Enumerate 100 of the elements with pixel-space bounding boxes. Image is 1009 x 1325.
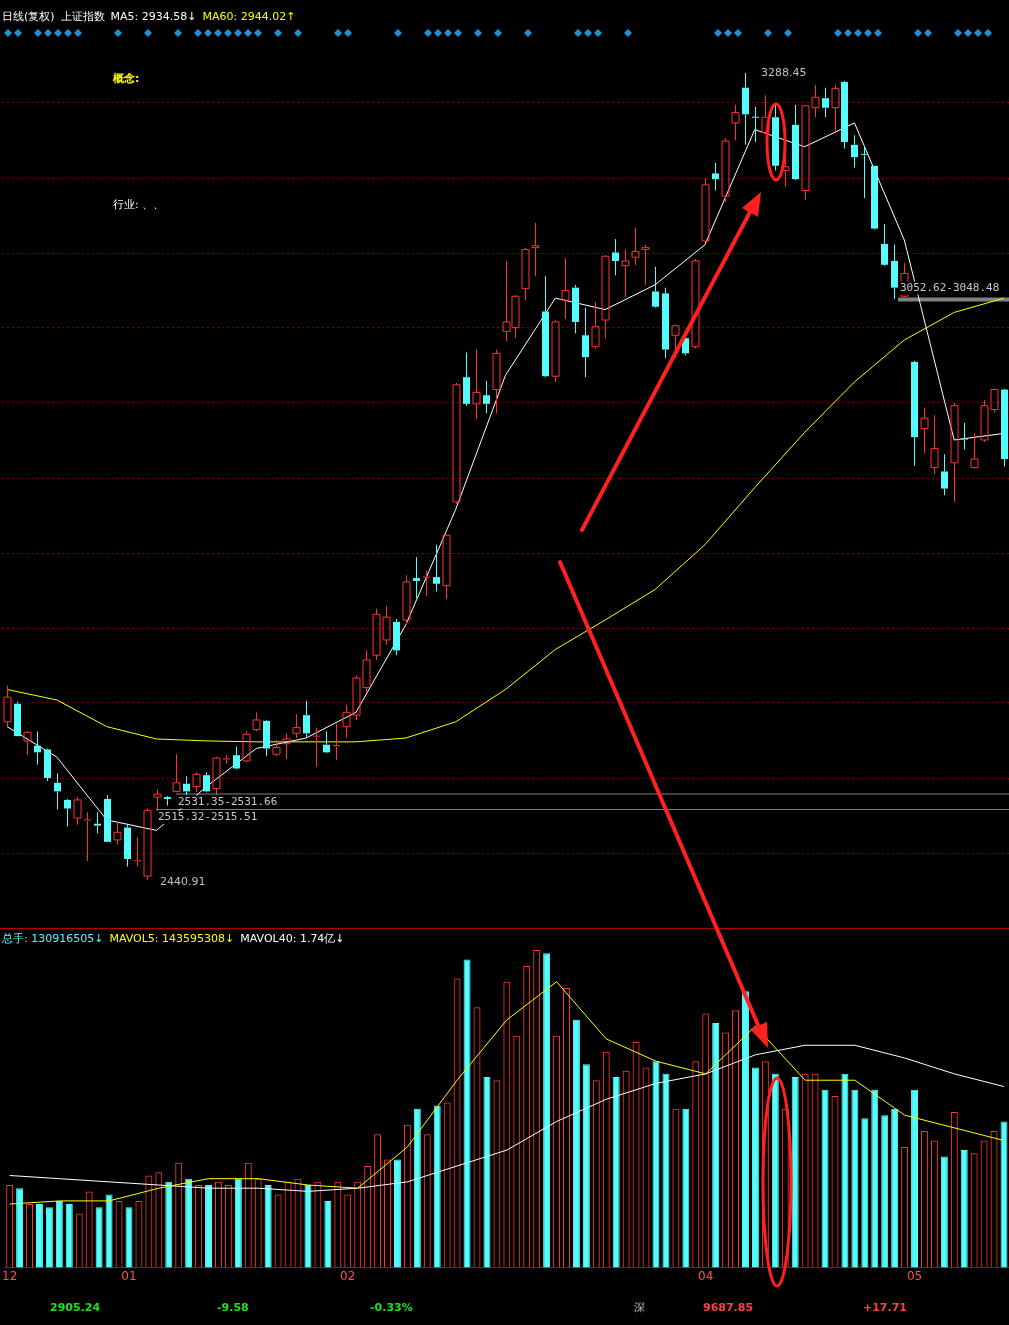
text: MA60: 2944.02↑	[202, 10, 296, 23]
x-tick-label: 12	[2, 1268, 18, 1283]
candlestick	[521, 247, 530, 301]
text: MAVOL40: 1.74亿↓	[240, 932, 345, 945]
candlestick	[14, 701, 21, 737]
bar	[36, 1204, 43, 1268]
candlestick	[742, 72, 749, 146]
bar	[105, 1194, 113, 1268]
candlestick	[203, 771, 210, 792]
bar	[543, 953, 551, 1268]
bar	[185, 1178, 193, 1268]
candlestick	[393, 618, 400, 656]
bar	[45, 1207, 53, 1268]
candlestick	[860, 145, 869, 199]
candlestick	[652, 266, 659, 307]
bar	[125, 1207, 133, 1268]
candlestick	[164, 797, 171, 807]
candlestick	[323, 730, 330, 753]
bar	[662, 1073, 670, 1268]
candlestick	[113, 821, 122, 846]
candlestick	[433, 544, 440, 592]
band-label: 2515.32-2515.51	[158, 810, 258, 824]
bar	[771, 1073, 779, 1268]
text: 日线(复权)	[2, 10, 55, 23]
bar	[572, 1019, 580, 1268]
candlestick	[303, 700, 310, 739]
bar	[940, 1156, 948, 1268]
candlestick	[23, 731, 32, 756]
text: -9.58	[217, 1301, 249, 1314]
text: MAVOL5: 143595308↓	[109, 932, 235, 945]
candlestick	[582, 307, 589, 378]
bar	[881, 1115, 889, 1268]
candlestick	[312, 727, 321, 768]
bar	[911, 1089, 919, 1268]
band-label: 3052.62-3048.48	[900, 280, 1000, 294]
bar	[393, 1159, 401, 1268]
candlestick	[712, 162, 719, 192]
candlestick	[601, 255, 610, 339]
candlestick	[891, 244, 898, 300]
candlestick	[442, 534, 451, 600]
candlestick	[960, 422, 969, 451]
candlestick	[332, 723, 341, 761]
bar	[751, 1067, 759, 1268]
text: 总手: 130916505↓	[2, 932, 104, 945]
candlestick	[542, 275, 549, 377]
candlestick	[282, 732, 291, 760]
candlestick	[772, 104, 779, 172]
bar	[55, 1200, 63, 1268]
x-tick-label: 01	[121, 1268, 137, 1283]
candlestick	[662, 287, 669, 359]
bar	[871, 1089, 879, 1268]
annotation: 行业: 、、	[113, 198, 165, 211]
candlestick	[94, 811, 101, 834]
candlestick	[472, 349, 481, 420]
candlestick	[153, 788, 162, 812]
x-tick-label: 04	[698, 1268, 714, 1283]
candlestick	[572, 284, 579, 334]
candlestick	[792, 104, 799, 180]
candlestick	[761, 94, 770, 133]
bar	[16, 1188, 24, 1268]
candlestick	[483, 380, 490, 414]
bar	[791, 1077, 799, 1268]
text: +17.71	[863, 1301, 908, 1314]
text: -0.33%	[370, 1301, 413, 1314]
candlestick	[621, 249, 630, 298]
x-tick-label: 02	[340, 1268, 356, 1283]
candlestick	[183, 775, 190, 796]
candlestick	[781, 156, 790, 188]
text: 深	[634, 1301, 645, 1314]
candlestick	[871, 165, 878, 229]
candlestick	[463, 351, 470, 407]
candlestick	[641, 244, 650, 286]
candlestick	[402, 574, 411, 626]
candlestick	[851, 134, 858, 169]
text: 2905.24	[50, 1301, 101, 1314]
bar	[851, 1089, 859, 1268]
bar	[205, 1185, 212, 1268]
annotation: 3288.45	[761, 66, 807, 79]
candlestick	[124, 823, 131, 868]
bar	[1000, 1121, 1008, 1268]
bar	[612, 1077, 620, 1268]
candlestick	[64, 799, 71, 828]
text: 上证指数	[60, 10, 105, 23]
text: MA5: 2934.58↓	[110, 10, 197, 23]
candlestick	[911, 361, 918, 467]
candlestick	[841, 82, 848, 150]
candlestick	[612, 238, 619, 276]
candlestick	[881, 223, 888, 265]
candlestick	[561, 257, 570, 320]
annotation: 2440.91	[160, 875, 206, 888]
candlestick	[822, 87, 829, 118]
candlestick	[292, 713, 301, 739]
candlestick	[631, 227, 640, 266]
candlestick	[1001, 389, 1008, 468]
bar	[891, 1108, 899, 1268]
candlestick	[54, 772, 61, 810]
bar	[742, 991, 749, 1268]
candlestick	[133, 836, 142, 868]
candlestick	[531, 222, 540, 277]
candlestick	[422, 569, 431, 597]
